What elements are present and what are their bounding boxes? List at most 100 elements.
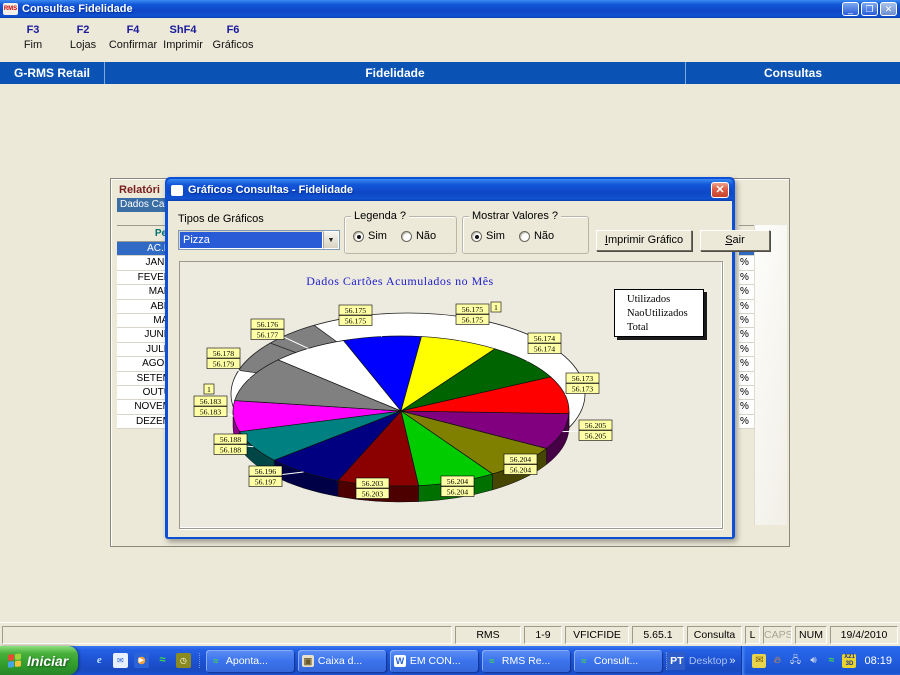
network-icon[interactable]: 🖧︎	[789, 654, 802, 666]
table-row[interactable]: AC.D	[117, 242, 173, 257]
dialog-content: Tipos de Gráficos Pizza ▼ Legenda ? Sim …	[168, 201, 770, 537]
menu-item-confirmar[interactable]: F4 Confirmar	[108, 18, 158, 62]
scheduler-icon[interactable]: ◷	[175, 653, 191, 668]
taskbar-task-button[interactable]: ≈ Aponta...	[205, 649, 294, 672]
menu-item-graficos[interactable]: F6 Gráficos	[208, 18, 258, 62]
table-row-percent[interactable]: %	[739, 414, 754, 430]
table-row[interactable]: FEVER	[117, 270, 173, 286]
value-label: 56.176	[257, 320, 279, 329]
value-label-box	[213, 433, 248, 445]
table-row-percent[interactable]: %	[739, 385, 754, 401]
rms-icon[interactable]: ≈	[159, 654, 166, 666]
table-row-percent[interactable]: %	[739, 313, 754, 329]
task-label: Caixa d...	[317, 654, 363, 667]
value-label: 56.204	[447, 477, 469, 486]
desktop-toolbar-label[interactable]: Desktop	[688, 654, 728, 667]
menu-item-imprimir[interactable]: ShF4 Imprimir	[158, 18, 208, 62]
print-chart-button[interactable]: Imprimir Gráfico	[596, 230, 692, 251]
value-label-box	[565, 383, 600, 394]
chart-title: Dados Cartões Acumulados no Mês	[306, 274, 494, 288]
rms-tray-icon[interactable]: ≈	[828, 654, 835, 666]
table-row-percent[interactable]: %	[739, 342, 754, 358]
value-label-box	[355, 488, 390, 499]
toolbar-chevron-icon[interactable]: »	[729, 654, 736, 667]
values-radio-nao[interactable]: Não	[518, 230, 554, 242]
value-label-box	[578, 430, 613, 441]
start-button[interactable]: Iniciar	[0, 646, 78, 675]
legend-radio-sim[interactable]: Sim	[353, 230, 387, 242]
close-button[interactable]: ✕	[880, 2, 897, 16]
value-label-box	[206, 358, 241, 369]
value-label: 56.174	[534, 345, 556, 354]
status-cell: 19/4/2010	[830, 625, 898, 644]
table-row[interactable]: JANE	[117, 256, 173, 271]
volume-icon[interactable]: 🔊︎	[810, 654, 817, 666]
dialog-titlebar: Gráficos Consultas - Fidelidade ✕	[167, 179, 733, 201]
chevron-down-icon[interactable]: ▼	[323, 231, 339, 249]
status-bar: RMS 1-9 VFICFIDE 5.65.1 Consulta L CAPS NUM 19/4…	[0, 622, 900, 646]
legend-radio-nao[interactable]: Não	[400, 230, 436, 242]
taskbar: Iniciar e ✉ ▶ ≈ ◷ ≈ Aponta... ▣ Caixa d... W…	[0, 646, 900, 675]
taskbar-task-button[interactable]: W EM CON...	[389, 649, 478, 672]
value-label: 56.196	[255, 467, 277, 476]
task-label: Consult...	[593, 654, 639, 667]
table-row[interactable]: DEZEM	[117, 414, 173, 430]
menu-bar: F3 Fim F2 Lojas F4 Confirmar ShF4 Imprimir F…	[0, 18, 900, 62]
value-label-box	[455, 314, 490, 325]
ie-icon[interactable]: e	[96, 654, 102, 666]
pie-slice[interactable]	[400, 376, 570, 414]
media-player-icon[interactable]: ▶	[133, 653, 149, 668]
menu-key: F6	[226, 24, 240, 36]
taskbar-clock: 08:19	[864, 654, 892, 667]
table-row-percent[interactable]: %	[739, 299, 754, 314]
menu-item-lojas[interactable]: F2 Lojas	[58, 18, 108, 62]
table-row-percent[interactable]: %	[739, 270, 754, 286]
language-indicator[interactable]: PT	[665, 651, 685, 670]
table-row-percent[interactable]: %	[739, 357, 754, 372]
table-row-percent[interactable]: %	[739, 328, 754, 343]
dialog-close-icon[interactable]: ✕	[711, 182, 729, 198]
mail-icon[interactable]: ✉	[112, 653, 128, 668]
marker-label: 1	[494, 303, 498, 312]
value-label: 56.173	[572, 374, 594, 383]
menu-item-fim[interactable]: F3 Fim	[8, 18, 58, 62]
table-row[interactable]: ABR	[117, 299, 173, 314]
value-label: 56.205	[585, 432, 607, 441]
taskbar-task-button[interactable]: ≈ Consult...	[573, 649, 662, 672]
table-row[interactable]: OUTU	[117, 385, 173, 401]
header-module: Fidelidade	[105, 62, 686, 84]
header-section: Consultas	[763, 66, 822, 80]
x3d-icon[interactable]: X21 3D	[842, 653, 857, 668]
value-label: 56.177	[257, 331, 279, 340]
pie-slice[interactable]	[234, 359, 402, 412]
chart-type-select[interactable]: Pizza ▼	[178, 230, 340, 250]
charts-dialog: Gráficos Consultas - Fidelidade ✕ Tipos …	[165, 177, 770, 539]
table-row[interactable]: NOVEM	[117, 400, 173, 415]
legend-groupbox: Legenda ? Sim Não	[344, 210, 457, 254]
table-row[interactable]: JULH	[117, 342, 173, 358]
taskbar-task-button[interactable]: ≈ RMS Re...	[481, 649, 570, 672]
value-label-box	[250, 318, 285, 330]
table-row-percent[interactable]: %	[739, 285, 754, 300]
button-label: mprimir Gráfico	[607, 234, 684, 246]
task-icon: ≈	[213, 655, 219, 666]
legend-entry: Total	[627, 322, 649, 333]
values-radio-sim[interactable]: Sim	[471, 230, 505, 242]
value-label: 56.203	[362, 479, 384, 488]
taskbar-task-button[interactable]: ▣ Caixa d...	[297, 649, 386, 672]
flame-icon[interactable]: 🔥︎	[773, 654, 782, 666]
table-row[interactable]: MAI	[117, 313, 173, 329]
minimize-button[interactable]: _	[842, 2, 859, 16]
restore-button[interactable]: ❐	[861, 2, 878, 16]
exit-button[interactable]: Sair	[700, 230, 770, 251]
table-row[interactable]: AGOS	[117, 357, 173, 372]
table-row-percent[interactable]: %	[739, 371, 754, 386]
table-row[interactable]: MAR	[117, 285, 173, 300]
table-row-percent[interactable]: %	[739, 256, 754, 271]
mail-tray-icon[interactable]: ✉	[752, 653, 767, 668]
status-filler	[2, 625, 452, 644]
table-row-percent[interactable]: %	[739, 400, 754, 415]
table-row[interactable]: JUNH	[117, 328, 173, 343]
table-row[interactable]: SETEM	[117, 371, 173, 386]
value-label-box	[503, 453, 538, 465]
